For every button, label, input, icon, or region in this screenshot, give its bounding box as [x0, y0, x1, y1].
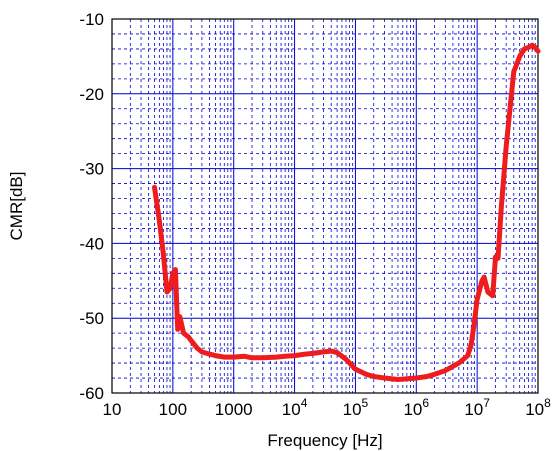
plot-frame — [111, 18, 539, 394]
x-tick-labels: 10 100 1000 104 105 106 107 108 — [103, 396, 552, 419]
x-tick-label: 106 — [403, 396, 429, 419]
y-tick-labels: -60 -50 -40 -30 -20 -10 — [79, 10, 104, 403]
x-tick-label: 10 — [103, 400, 122, 419]
x-tick-label: 1000 — [215, 400, 253, 419]
x-tick-label: 100 — [159, 400, 187, 419]
y-tick-label: -10 — [79, 10, 104, 29]
y-tick-label: -40 — [79, 234, 104, 253]
y-axis-label: CMR[dB] — [7, 172, 26, 241]
major-gridlines — [112, 19, 538, 393]
minor-gridlines — [112, 19, 538, 393]
y-tick-label: -30 — [79, 160, 104, 179]
y-tick-label: -50 — [79, 309, 104, 328]
x-tick-label: 104 — [282, 396, 308, 419]
y-tick-label: -60 — [79, 384, 104, 403]
x-tick-label: 107 — [464, 396, 490, 419]
x-tick-label: 105 — [343, 396, 369, 419]
y-tick-label: -20 — [79, 85, 104, 104]
x-axis-label: Frequency [Hz] — [267, 431, 382, 450]
series-line — [152, 42, 541, 382]
x-tick-label: 108 — [525, 396, 551, 419]
